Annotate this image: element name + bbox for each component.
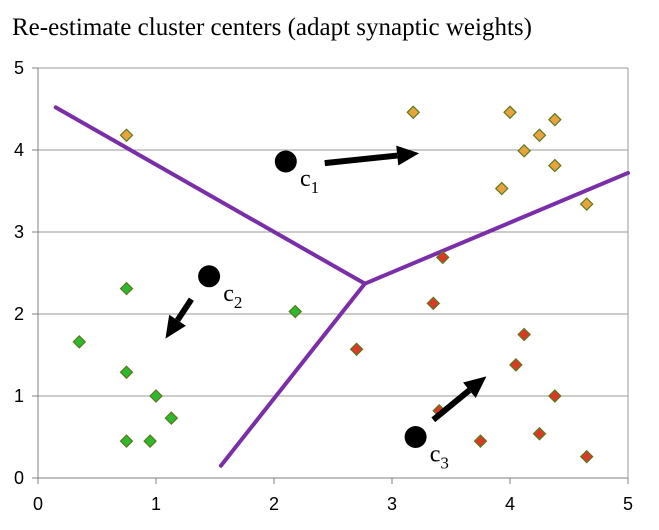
data-point-red <box>509 357 523 372</box>
x-tick-label: 4 <box>505 494 515 514</box>
x-tick-label: 1 <box>151 494 161 514</box>
cluster-center-3 <box>404 426 427 448</box>
cluster-center-label-3: c3 <box>430 442 449 473</box>
data-points <box>72 105 594 464</box>
chart-title: Re-estimate cluster centers (adapt synap… <box>12 14 532 41</box>
cluster-center-1 <box>274 150 297 173</box>
data-point-orange <box>119 128 134 143</box>
x-tick-label: 0 <box>33 494 43 514</box>
data-point-orange <box>503 105 517 120</box>
data-point-orange <box>579 197 594 211</box>
data-point-red <box>547 389 562 403</box>
data-point-red <box>532 426 547 441</box>
data-point-orange <box>406 105 421 120</box>
arrow-shaft-3 <box>431 387 472 423</box>
decision-boundary <box>218 281 367 468</box>
x-tick-labels: 0 1 2 3 4 5 <box>33 494 633 514</box>
data-point-red <box>426 296 441 311</box>
x-tick-label: 3 <box>387 494 397 514</box>
x-tick-label: 2 <box>269 494 279 514</box>
data-point-green <box>164 411 179 425</box>
cluster-center-label-1: c1 <box>300 166 319 197</box>
data-point-green <box>149 389 163 403</box>
data-point-green <box>119 365 134 380</box>
data-point-red <box>435 250 450 265</box>
data-point-green <box>288 304 303 319</box>
arrow-head-1 <box>396 145 420 166</box>
data-point-red <box>517 327 532 342</box>
arrow-shaft-1 <box>324 152 398 167</box>
y-tick-label: 3 <box>14 222 24 242</box>
y-tick-labels: 0 1 2 3 4 5 <box>14 58 24 488</box>
y-tick-label: 4 <box>14 140 24 160</box>
update-arrows <box>165 145 487 423</box>
decision-boundaries <box>53 105 630 468</box>
data-point-green <box>119 434 134 448</box>
data-point-red <box>579 449 594 464</box>
x-tick-label: 5 <box>623 494 633 514</box>
decision-boundary <box>53 105 367 286</box>
data-point-green <box>143 434 157 448</box>
data-point-orange <box>494 181 509 196</box>
data-point-green <box>119 281 134 296</box>
cluster-center-2 <box>198 265 221 288</box>
y-tick-label: 5 <box>14 58 24 78</box>
data-point-orange <box>532 128 547 143</box>
gridlines <box>38 67 628 397</box>
arrow-head-3 <box>463 376 487 398</box>
data-point-red <box>349 342 364 357</box>
y-tick-label: 1 <box>14 386 24 406</box>
arrow-head-2 <box>165 314 186 339</box>
decision-boundary <box>362 170 630 286</box>
y-tick-label: 0 <box>14 468 24 488</box>
arrow-shaft-2 <box>175 297 194 322</box>
data-point-red <box>473 434 488 448</box>
cluster-center-label-2: c2 <box>223 281 242 312</box>
data-point-orange <box>517 143 532 158</box>
data-point-orange <box>547 112 562 127</box>
data-point-green <box>72 335 87 349</box>
data-point-orange <box>547 158 562 173</box>
cluster-centers: c1 c2 c3 <box>198 150 449 473</box>
y-tick-label: 2 <box>14 304 24 324</box>
axes <box>32 67 629 484</box>
